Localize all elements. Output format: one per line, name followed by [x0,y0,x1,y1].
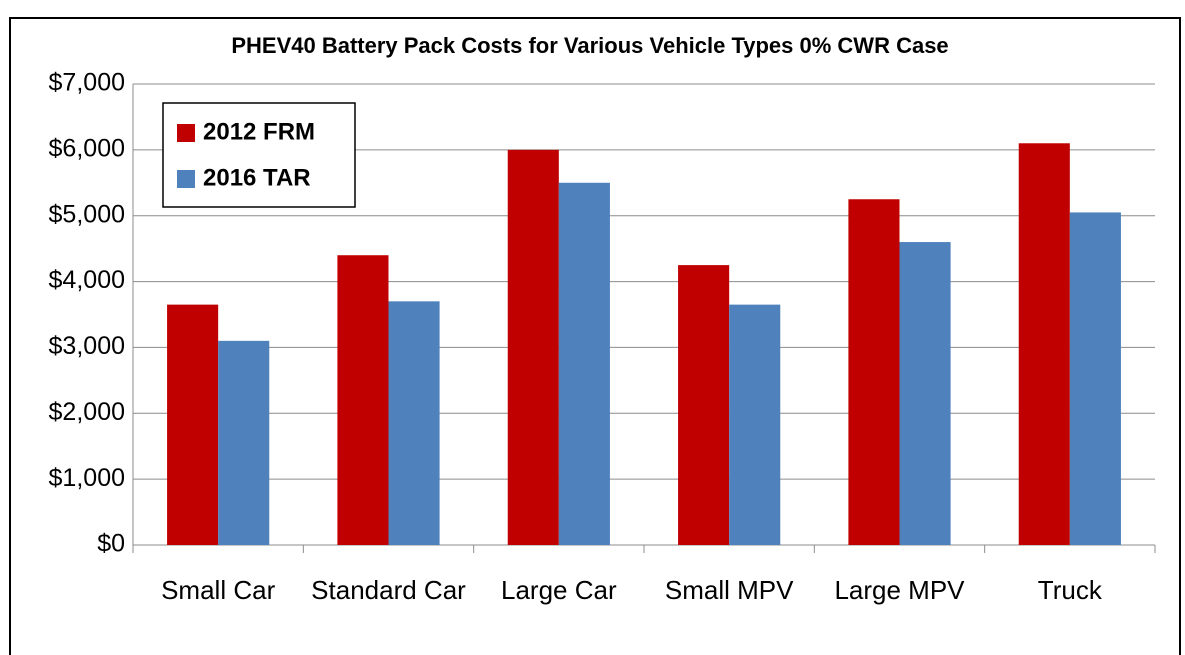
bar [678,265,730,545]
y-tick-label: $5,000 [49,200,125,228]
y-tick-label: $6,000 [49,134,125,162]
x-tick-label: Small Car [161,575,275,605]
bar [167,304,219,545]
y-tick-label: $1,000 [49,464,125,492]
bar [337,255,389,545]
legend-swatch [177,124,195,142]
bar [1069,212,1121,545]
legend-label: 2016 TAR [203,164,311,191]
bar [899,242,951,546]
y-tick-label: $7,000 [49,69,125,97]
bar [218,340,270,545]
bar [848,199,900,545]
x-tick-label: Truck [1038,575,1103,605]
y-tick-label: $3,000 [49,332,125,360]
x-tick-label: Standard Car [311,575,466,605]
y-tick-label: $4,000 [49,266,125,294]
legend-box [162,102,356,208]
x-tick-label: Large MPV [834,575,965,605]
bar [1018,143,1070,545]
chart-title: PHEV40 Battery Pack Costs for Various Ve… [231,33,948,58]
bar [729,304,781,545]
legend-label: 2012 FRM [203,118,315,145]
y-tick-label: $0 [97,530,125,558]
legend-swatch [177,170,195,188]
bar [558,182,610,546]
bar [507,149,559,545]
x-tick-label: Small MPV [665,575,794,605]
x-tick-label: Large Car [501,575,617,605]
y-tick-label: $2,000 [49,398,125,426]
bar [388,301,440,545]
